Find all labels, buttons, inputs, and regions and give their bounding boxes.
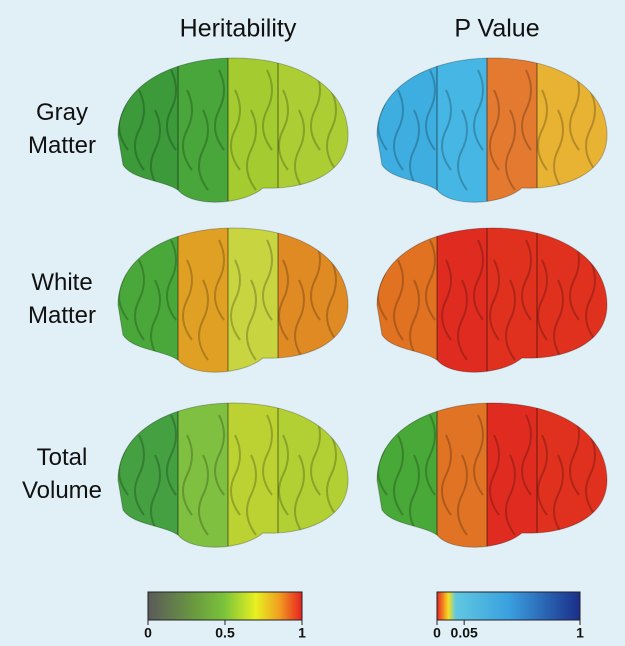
- tick-label: 1: [298, 625, 306, 641]
- column-title: P Value: [454, 15, 539, 43]
- figure: Heritability P Value Gray Matter White Matter…: [0, 0, 625, 646]
- tick-label: 0.5: [215, 625, 235, 641]
- tick-label: 1: [576, 625, 584, 641]
- row-label: Gray: [36, 99, 88, 126]
- row-label: Volume: [22, 477, 102, 504]
- row-label: Matter: [28, 302, 96, 329]
- colorbar: [148, 592, 302, 620]
- row-label: White: [31, 269, 92, 296]
- tick-label: 0.05: [451, 625, 478, 641]
- row-label: Total: [37, 444, 88, 471]
- row-label: Matter: [28, 132, 96, 159]
- tick-label: 0: [433, 625, 441, 641]
- column-title: Heritability: [180, 15, 297, 43]
- colorbar: [437, 592, 580, 620]
- tick-label: 0: [144, 625, 152, 641]
